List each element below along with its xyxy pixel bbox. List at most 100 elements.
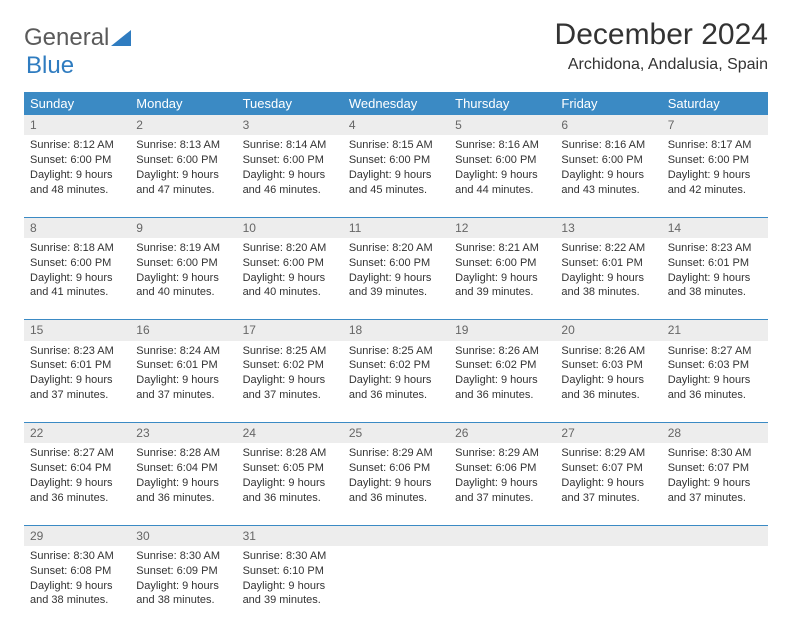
sunrise-line: Sunrise: 8:27 AM xyxy=(668,344,762,359)
sunrise-line: Sunrise: 8:29 AM xyxy=(561,446,655,461)
day-cell: Sunrise: 8:23 AMSunset: 6:01 PMDaylight:… xyxy=(662,238,768,320)
sunset-line: Sunset: 6:04 PM xyxy=(136,461,230,476)
empty-day xyxy=(555,546,661,628)
sunrise-line: Sunrise: 8:30 AM xyxy=(136,549,230,564)
day-cell-body: Sunrise: 8:29 AMSunset: 6:06 PMDaylight:… xyxy=(449,443,555,511)
sunset-line: Sunset: 6:08 PM xyxy=(30,564,124,579)
sunrise-line: Sunrise: 8:18 AM xyxy=(30,241,124,256)
day-cell: Sunrise: 8:18 AMSunset: 6:00 PMDaylight:… xyxy=(24,238,130,320)
weekday-header: Tuesday xyxy=(237,92,343,115)
sunrise-line: Sunrise: 8:16 AM xyxy=(561,138,655,153)
day-cell: Sunrise: 8:28 AMSunset: 6:04 PMDaylight:… xyxy=(130,443,236,525)
day-cell-body: Sunrise: 8:15 AMSunset: 6:00 PMDaylight:… xyxy=(343,135,449,203)
sunset-line: Sunset: 6:00 PM xyxy=(136,153,230,168)
sunset-line: Sunset: 6:01 PM xyxy=(30,358,124,373)
daylight-line-2: and 42 minutes. xyxy=(668,183,762,198)
day-cell-body: Sunrise: 8:26 AMSunset: 6:02 PMDaylight:… xyxy=(449,341,555,409)
logo-text-1: General xyxy=(24,24,109,52)
day-cell: Sunrise: 8:23 AMSunset: 6:01 PMDaylight:… xyxy=(24,341,130,423)
daylight-line-1: Daylight: 9 hours xyxy=(30,168,124,183)
day-number: 25 xyxy=(343,423,449,444)
day-cell: Sunrise: 8:27 AMSunset: 6:04 PMDaylight:… xyxy=(24,443,130,525)
sunrise-line: Sunrise: 8:17 AM xyxy=(668,138,762,153)
day-cell-body: Sunrise: 8:14 AMSunset: 6:00 PMDaylight:… xyxy=(237,135,343,203)
daylight-line-2: and 37 minutes. xyxy=(668,491,762,506)
sunrise-line: Sunrise: 8:23 AM xyxy=(668,241,762,256)
weekday-header: Wednesday xyxy=(343,92,449,115)
day-cell-body: Sunrise: 8:28 AMSunset: 6:05 PMDaylight:… xyxy=(237,443,343,511)
sunrise-line: Sunrise: 8:23 AM xyxy=(30,344,124,359)
daylight-line-1: Daylight: 9 hours xyxy=(243,579,337,594)
daylight-line-2: and 45 minutes. xyxy=(349,183,443,198)
day-cell-body: Sunrise: 8:20 AMSunset: 6:00 PMDaylight:… xyxy=(237,238,343,306)
daylight-line-2: and 38 minutes. xyxy=(30,593,124,608)
day-cell: Sunrise: 8:28 AMSunset: 6:05 PMDaylight:… xyxy=(237,443,343,525)
day-number: 14 xyxy=(662,217,768,238)
day-cell: Sunrise: 8:16 AMSunset: 6:00 PMDaylight:… xyxy=(449,135,555,217)
day-cell: Sunrise: 8:29 AMSunset: 6:06 PMDaylight:… xyxy=(449,443,555,525)
empty-day-head xyxy=(449,525,555,546)
daylight-line-1: Daylight: 9 hours xyxy=(561,373,655,388)
sunrise-line: Sunrise: 8:24 AM xyxy=(136,344,230,359)
empty-day-head xyxy=(662,525,768,546)
day-cell-body: Sunrise: 8:26 AMSunset: 6:03 PMDaylight:… xyxy=(555,341,661,409)
week-row: Sunrise: 8:18 AMSunset: 6:00 PMDaylight:… xyxy=(24,238,768,320)
daylight-line-2: and 44 minutes. xyxy=(455,183,549,198)
sunset-line: Sunset: 6:07 PM xyxy=(668,461,762,476)
day-number: 8 xyxy=(24,217,130,238)
sunset-line: Sunset: 6:03 PM xyxy=(668,358,762,373)
sunrise-line: Sunrise: 8:30 AM xyxy=(668,446,762,461)
day-cell-body: Sunrise: 8:25 AMSunset: 6:02 PMDaylight:… xyxy=(343,341,449,409)
daylight-line-1: Daylight: 9 hours xyxy=(30,373,124,388)
day-number: 7 xyxy=(662,115,768,135)
logo-triangle-icon xyxy=(111,30,131,46)
day-cell-body: Sunrise: 8:23 AMSunset: 6:01 PMDaylight:… xyxy=(662,238,768,306)
daylight-line-2: and 40 minutes. xyxy=(136,285,230,300)
daylight-line-1: Daylight: 9 hours xyxy=(349,271,443,286)
day-number: 10 xyxy=(237,217,343,238)
week-row: Sunrise: 8:23 AMSunset: 6:01 PMDaylight:… xyxy=(24,341,768,423)
daylight-line-1: Daylight: 9 hours xyxy=(561,168,655,183)
day-cell: Sunrise: 8:27 AMSunset: 6:03 PMDaylight:… xyxy=(662,341,768,423)
daylight-line-2: and 36 minutes. xyxy=(455,388,549,403)
daylight-line-1: Daylight: 9 hours xyxy=(136,579,230,594)
daynum-row: 293031 xyxy=(24,525,768,546)
daylight-line-1: Daylight: 9 hours xyxy=(136,271,230,286)
empty-day xyxy=(343,546,449,628)
daylight-line-1: Daylight: 9 hours xyxy=(243,476,337,491)
sunset-line: Sunset: 6:01 PM xyxy=(136,358,230,373)
sunset-line: Sunset: 6:01 PM xyxy=(561,256,655,271)
page-subtitle: Archidona, Andalusia, Spain xyxy=(555,56,768,74)
sunset-line: Sunset: 6:05 PM xyxy=(243,461,337,476)
weekday-header: Friday xyxy=(555,92,661,115)
day-cell: Sunrise: 8:16 AMSunset: 6:00 PMDaylight:… xyxy=(555,135,661,217)
weekday-header: Saturday xyxy=(662,92,768,115)
day-number: 23 xyxy=(130,423,236,444)
daylight-line-2: and 36 minutes. xyxy=(136,491,230,506)
sunrise-line: Sunrise: 8:30 AM xyxy=(30,549,124,564)
day-number: 19 xyxy=(449,320,555,341)
day-number: 11 xyxy=(343,217,449,238)
day-number: 2 xyxy=(130,115,236,135)
sunset-line: Sunset: 6:02 PM xyxy=(455,358,549,373)
day-cell: Sunrise: 8:26 AMSunset: 6:02 PMDaylight:… xyxy=(449,341,555,423)
calendar-table: SundayMondayTuesdayWednesdayThursdayFrid… xyxy=(24,92,768,628)
daylight-line-2: and 36 minutes. xyxy=(30,491,124,506)
daylight-line-2: and 46 minutes. xyxy=(243,183,337,198)
calendar-page: General December 2024 Archidona, Andalus… xyxy=(0,0,792,628)
week-row: Sunrise: 8:27 AM Sunset: 6:04 PM Daylight:… xyxy=(24,443,768,525)
sunrise-line: Sunrise: 8:16 AM xyxy=(455,138,549,153)
daylight-line-1: Daylight: 9 hours xyxy=(30,579,124,594)
sunrise-line: Sunrise: 8:27 AM xyxy=(30,446,124,461)
day-number: 3 xyxy=(237,115,343,135)
daylight-line-1: Daylight: 9 hours xyxy=(136,373,230,388)
sunrise-line: Sunrise: 8:20 AM xyxy=(349,241,443,256)
sunrise-line: Sunrise: 8:15 AM xyxy=(349,138,443,153)
day-number: 6 xyxy=(555,115,661,135)
daylight-line-2: and 41 minutes. xyxy=(30,285,124,300)
daylight-line-2: and 36 minutes. xyxy=(349,388,443,403)
daylight-line-1: Daylight: 9 hours xyxy=(455,271,549,286)
day-cell-body: Sunrise: 8:29 AMSunset: 6:07 PMDaylight:… xyxy=(555,443,661,511)
daylight-line-1: Daylight: 9 hours xyxy=(455,373,549,388)
day-number: 17 xyxy=(237,320,343,341)
